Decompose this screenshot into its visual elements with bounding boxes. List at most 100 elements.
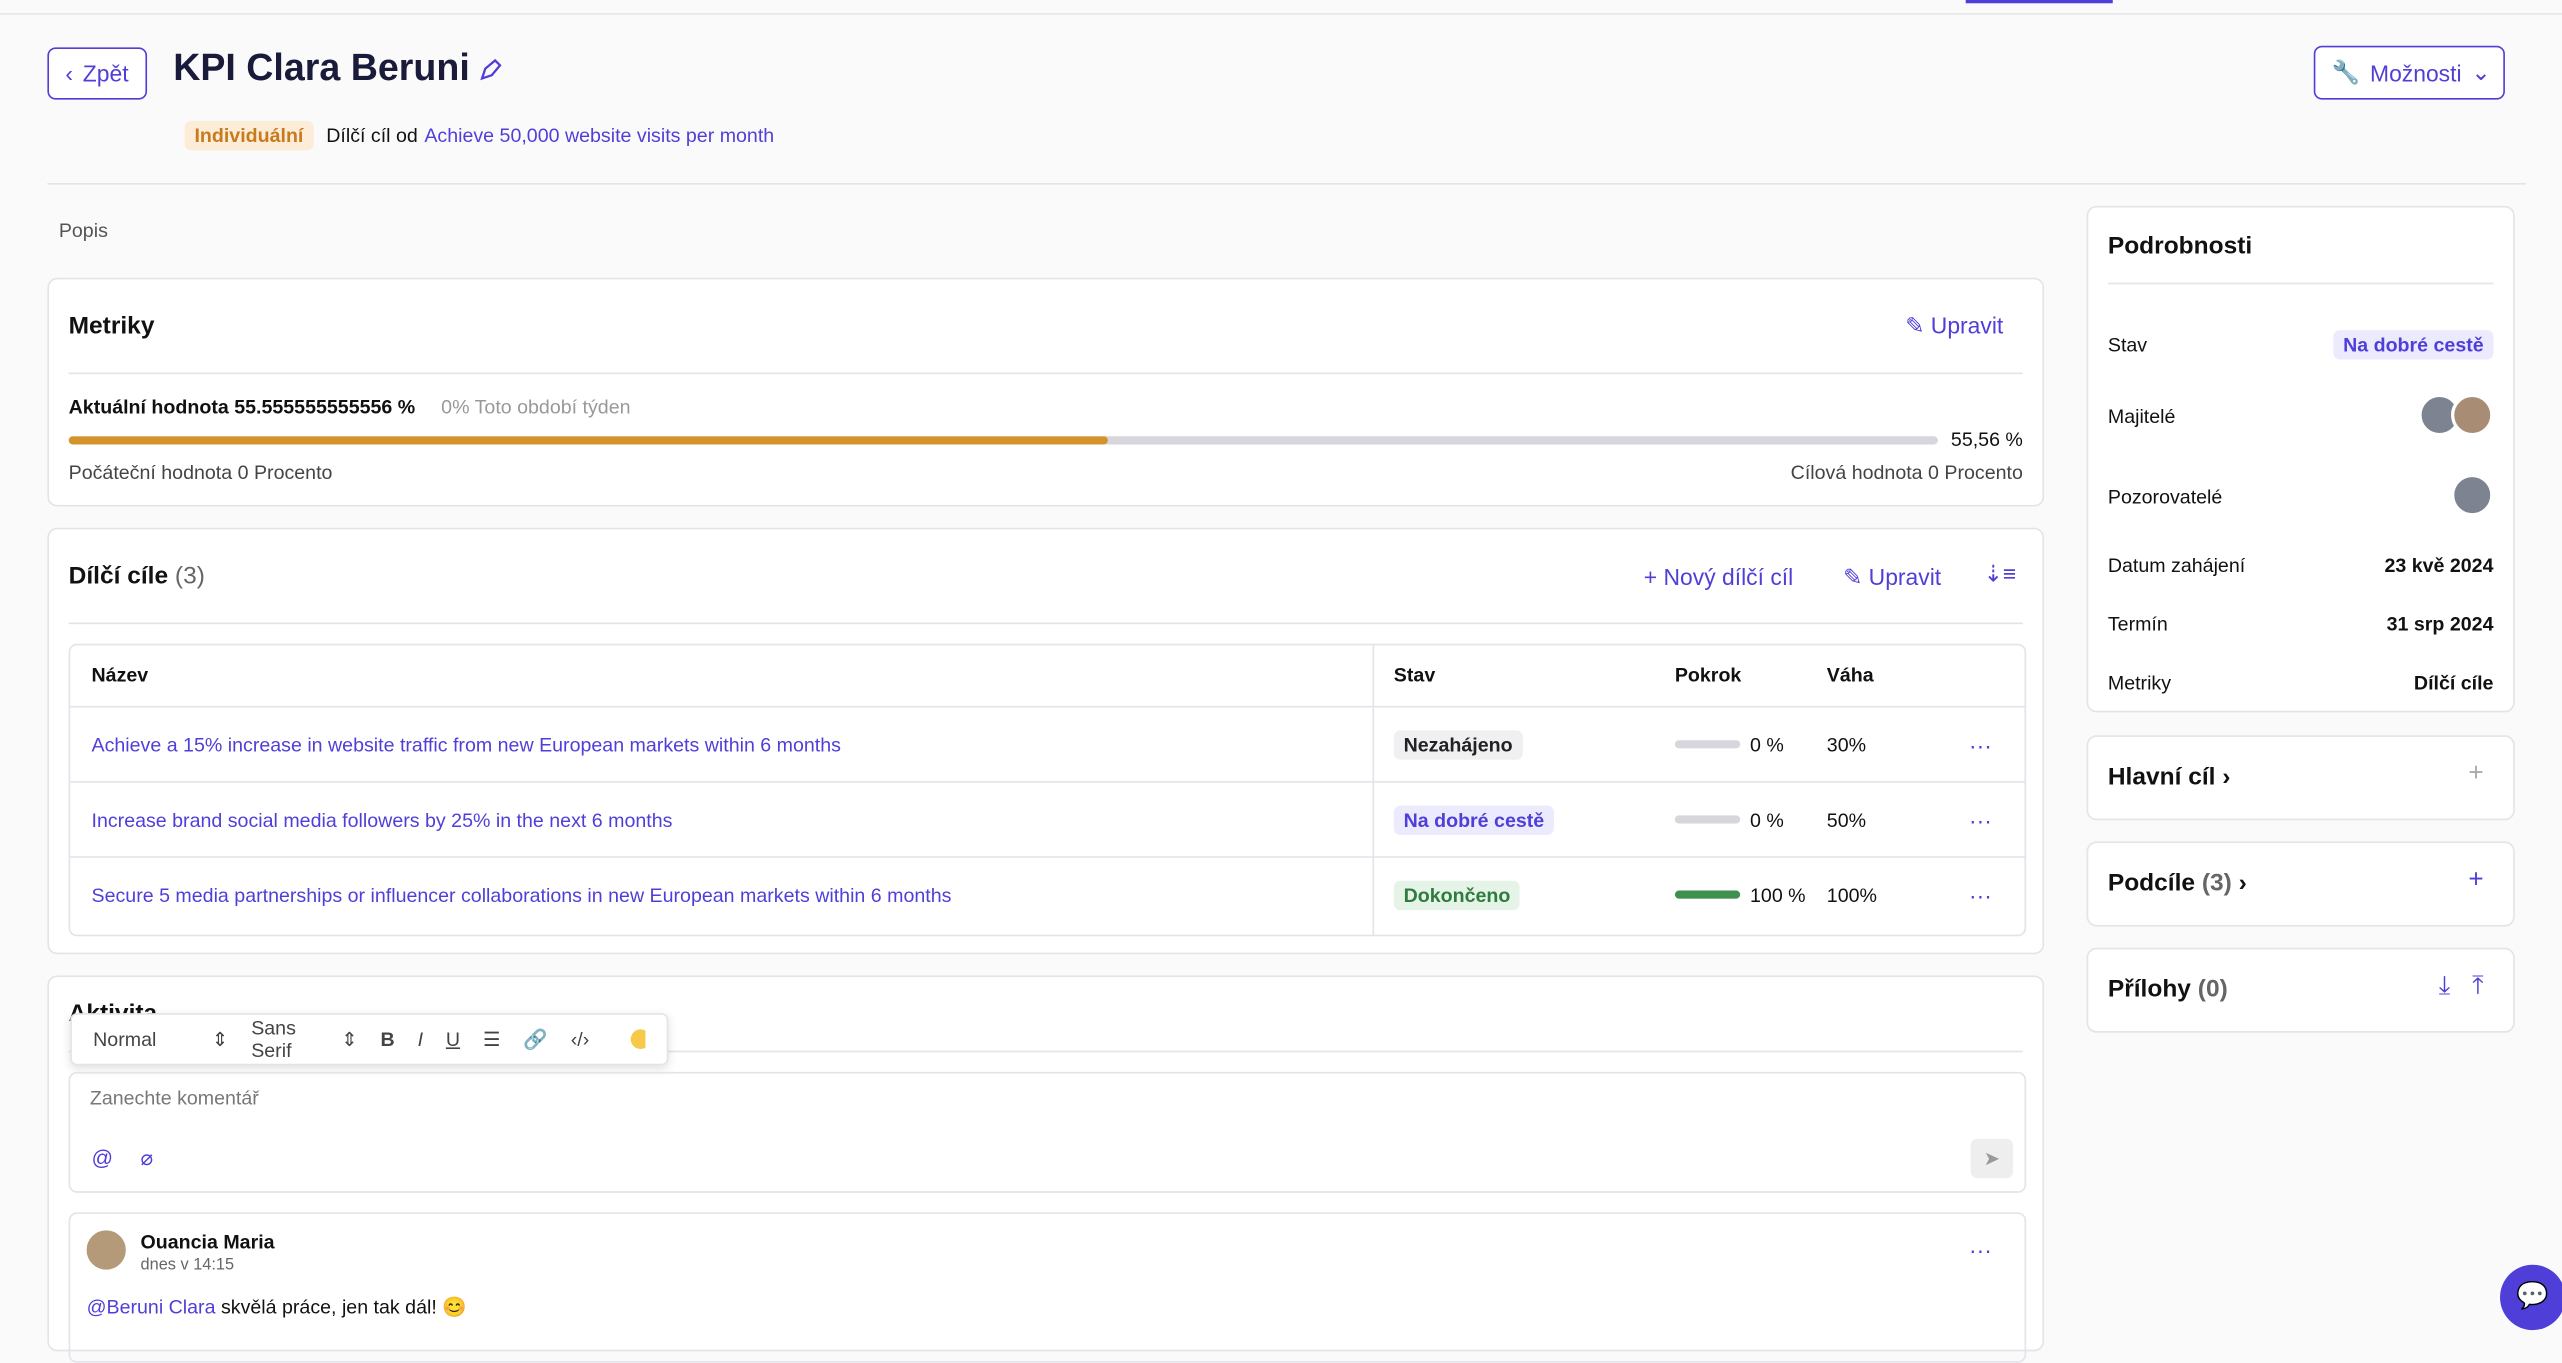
- panel-name: Hlavní cíl: [2107, 763, 2216, 791]
- side-panel: Hlavní cíl › +: [2086, 735, 2515, 821]
- panel-count: (3): [2201, 869, 2232, 898]
- detail-row: Metriky Dílčí cíle: [2108, 667, 2494, 700]
- active-tab: [1965, 0, 2113, 4]
- progress-label: 100 %: [1750, 883, 1806, 907]
- send-button[interactable]: ➤: [1970, 1138, 2014, 1179]
- panel-title: Hlavní cíl ›: [2107, 763, 2231, 791]
- mention-button[interactable]: @: [91, 1145, 114, 1170]
- detail-value: 23 kvě 2024: [2384, 553, 2494, 577]
- metrics-card: Metriky ✎ Upravit Aktuální hodnota 55.55…: [47, 277, 2045, 507]
- top-border: [0, 13, 2562, 15]
- font-select[interactable]: Sans Serif: [251, 1016, 296, 1063]
- avatars: [2418, 392, 2494, 440]
- detail-row: Termín 31 srp 2024: [2108, 608, 2494, 641]
- subgoal-link[interactable]: Secure 5 media partnerships or influence…: [91, 883, 952, 907]
- progress-label: 0 %: [1750, 733, 1784, 757]
- progress-label: 0 %: [1750, 808, 1784, 832]
- row-menu[interactable]: ···: [1968, 882, 1992, 909]
- attach-button[interactable]: ⌀: [140, 1145, 154, 1170]
- target-value: Cílová hodnota 0 Procento: [1790, 460, 2023, 484]
- detail-label: Metriky: [2107, 671, 2172, 695]
- table-row: Increase brand social media followers by…: [70, 781, 2025, 858]
- divider: [47, 183, 2527, 185]
- editor-toolbar: Normal ⇕ Sans Serif ⇕ B I U ☰ 🔗 ‹/›: [70, 1013, 669, 1066]
- weight: 30%: [1826, 733, 1867, 757]
- column-header: Stav: [1393, 663, 1436, 687]
- placeholder: Zanechte komentář: [89, 1086, 259, 1110]
- avatar: [2451, 473, 2494, 516]
- panel-action[interactable]: +: [2468, 866, 2484, 894]
- divider: [68, 622, 2023, 625]
- comment-input[interactable]: Zanechte komentář @ ⌀ ➤: [68, 1071, 2027, 1193]
- type-badge: Individuální: [184, 120, 314, 151]
- column-header: Název: [91, 663, 149, 687]
- parent-link[interactable]: Achieve 50,000 website visits per month: [424, 124, 775, 148]
- detail-label: Pozorovatelé: [2107, 485, 2223, 509]
- detail-row: Pozorovatelé: [2107, 473, 2494, 516]
- divider: [2107, 282, 2494, 285]
- table-row: Achieve a 15% increase in website traffi…: [70, 705, 2025, 783]
- comment-text: @Beruni Clara skvělá práce, jen tak dál!…: [86, 1295, 467, 1319]
- page-title: KPI Clara Beruni: [173, 45, 470, 89]
- description-label: Popis: [58, 218, 108, 242]
- column-header: Pokrok: [1674, 663, 1742, 687]
- emoji-button[interactable]: [628, 1028, 646, 1051]
- format-select[interactable]: Normal: [93, 1027, 157, 1051]
- details-title: Podrobnosti: [2107, 232, 2253, 260]
- avatar: [83, 1227, 130, 1273]
- subgoal-link[interactable]: Achieve a 15% increase in website traffi…: [91, 733, 841, 757]
- period-change: 0% Toto období týden: [441, 395, 631, 419]
- sort-button[interactable]: ⇣≡: [1983, 560, 2017, 587]
- progress-track: [1674, 740, 1741, 749]
- progress-track: [68, 436, 1938, 445]
- divider: [68, 372, 2023, 375]
- row-menu[interactable]: ···: [1968, 807, 1992, 834]
- subgoals-title: Dílčí cíle (3): [68, 562, 205, 590]
- progress-fill: [1674, 890, 1741, 899]
- status-badge: Nezahájeno: [1393, 730, 1523, 760]
- current-value: Aktuální hodnota 55.555555555556 %: [68, 395, 416, 419]
- divider: [68, 1050, 2023, 1053]
- chat-button[interactable]: 💬: [2500, 1264, 2562, 1331]
- meta-line: Individuální Dílčí cíl od Achieve 50,000…: [184, 120, 775, 151]
- column-header: Váha: [1826, 663, 1874, 687]
- panel-action[interactable]: ⤓ ⤒: [2438, 972, 2484, 1001]
- edit-icon[interactable]: [479, 58, 502, 82]
- panel-count: (0): [2197, 975, 2228, 1004]
- comment-menu[interactable]: ···: [1968, 1236, 1992, 1264]
- row-menu[interactable]: ···: [1968, 732, 1992, 759]
- avatar: [2451, 392, 2494, 436]
- metrics-title: Metriky: [68, 312, 155, 340]
- details-card: Podrobnosti Stav Na dobré cestě Majitelé Po…: [2086, 205, 2515, 713]
- side-panel: Přílohy (0) ⤓ ⤒: [2086, 947, 2515, 1033]
- back-button[interactable]: ‹ Zpět: [47, 47, 147, 100]
- subgoal-link[interactable]: Increase brand social media followers by…: [91, 808, 673, 832]
- detail-value: 31 srp 2024: [2386, 612, 2494, 636]
- options-button[interactable]: 🔧 Možnosti ⌄: [2313, 45, 2505, 100]
- new-subgoal[interactable]: + Nový dílčí cíl: [1643, 563, 1794, 590]
- subgoals-table: Název Stav Pokrok Váha Achieve a 15% inc…: [68, 643, 2027, 937]
- activity-card: Aktivita Normal⇕ Sans Serif⇕ BIU☰🔗‹/› Za…: [47, 975, 2045, 1363]
- subgoals-edit[interactable]: ✎ Upravit: [1843, 563, 1942, 590]
- progress-track: [1674, 815, 1741, 824]
- detail-value: Dílčí cíle: [2413, 671, 2494, 695]
- table-row: Secure 5 media partnerships or influence…: [70, 856, 2025, 933]
- start-value: Počáteční hodnota 0 Procento: [68, 460, 333, 484]
- detail-value: Na dobré cestě: [2333, 330, 2494, 360]
- parent-prefix: Dílčí cíl od: [326, 124, 418, 148]
- detail-label: Termín: [2107, 612, 2168, 636]
- detail-row: Stav Na dobré cestě: [2108, 328, 2494, 361]
- panel-name: Podcíle: [2107, 869, 2196, 898]
- metrics-edit[interactable]: ✎ Upravit: [1905, 312, 2004, 339]
- progress-track: [1674, 890, 1741, 899]
- status-badge: Na dobré cestě: [1393, 805, 1555, 835]
- comment-time: dnes v 14:15: [140, 1256, 235, 1275]
- avatars: [2451, 473, 2494, 520]
- detail-label: Stav: [2107, 333, 2148, 357]
- comment-author: Ouancia Maria: [140, 1230, 275, 1254]
- panel-action[interactable]: +: [2468, 759, 2484, 788]
- panel-title: Podcíle (3) ›: [2107, 869, 2247, 898]
- column-divider: [1372, 645, 1375, 935]
- detail-label: Majitelé: [2107, 405, 2176, 429]
